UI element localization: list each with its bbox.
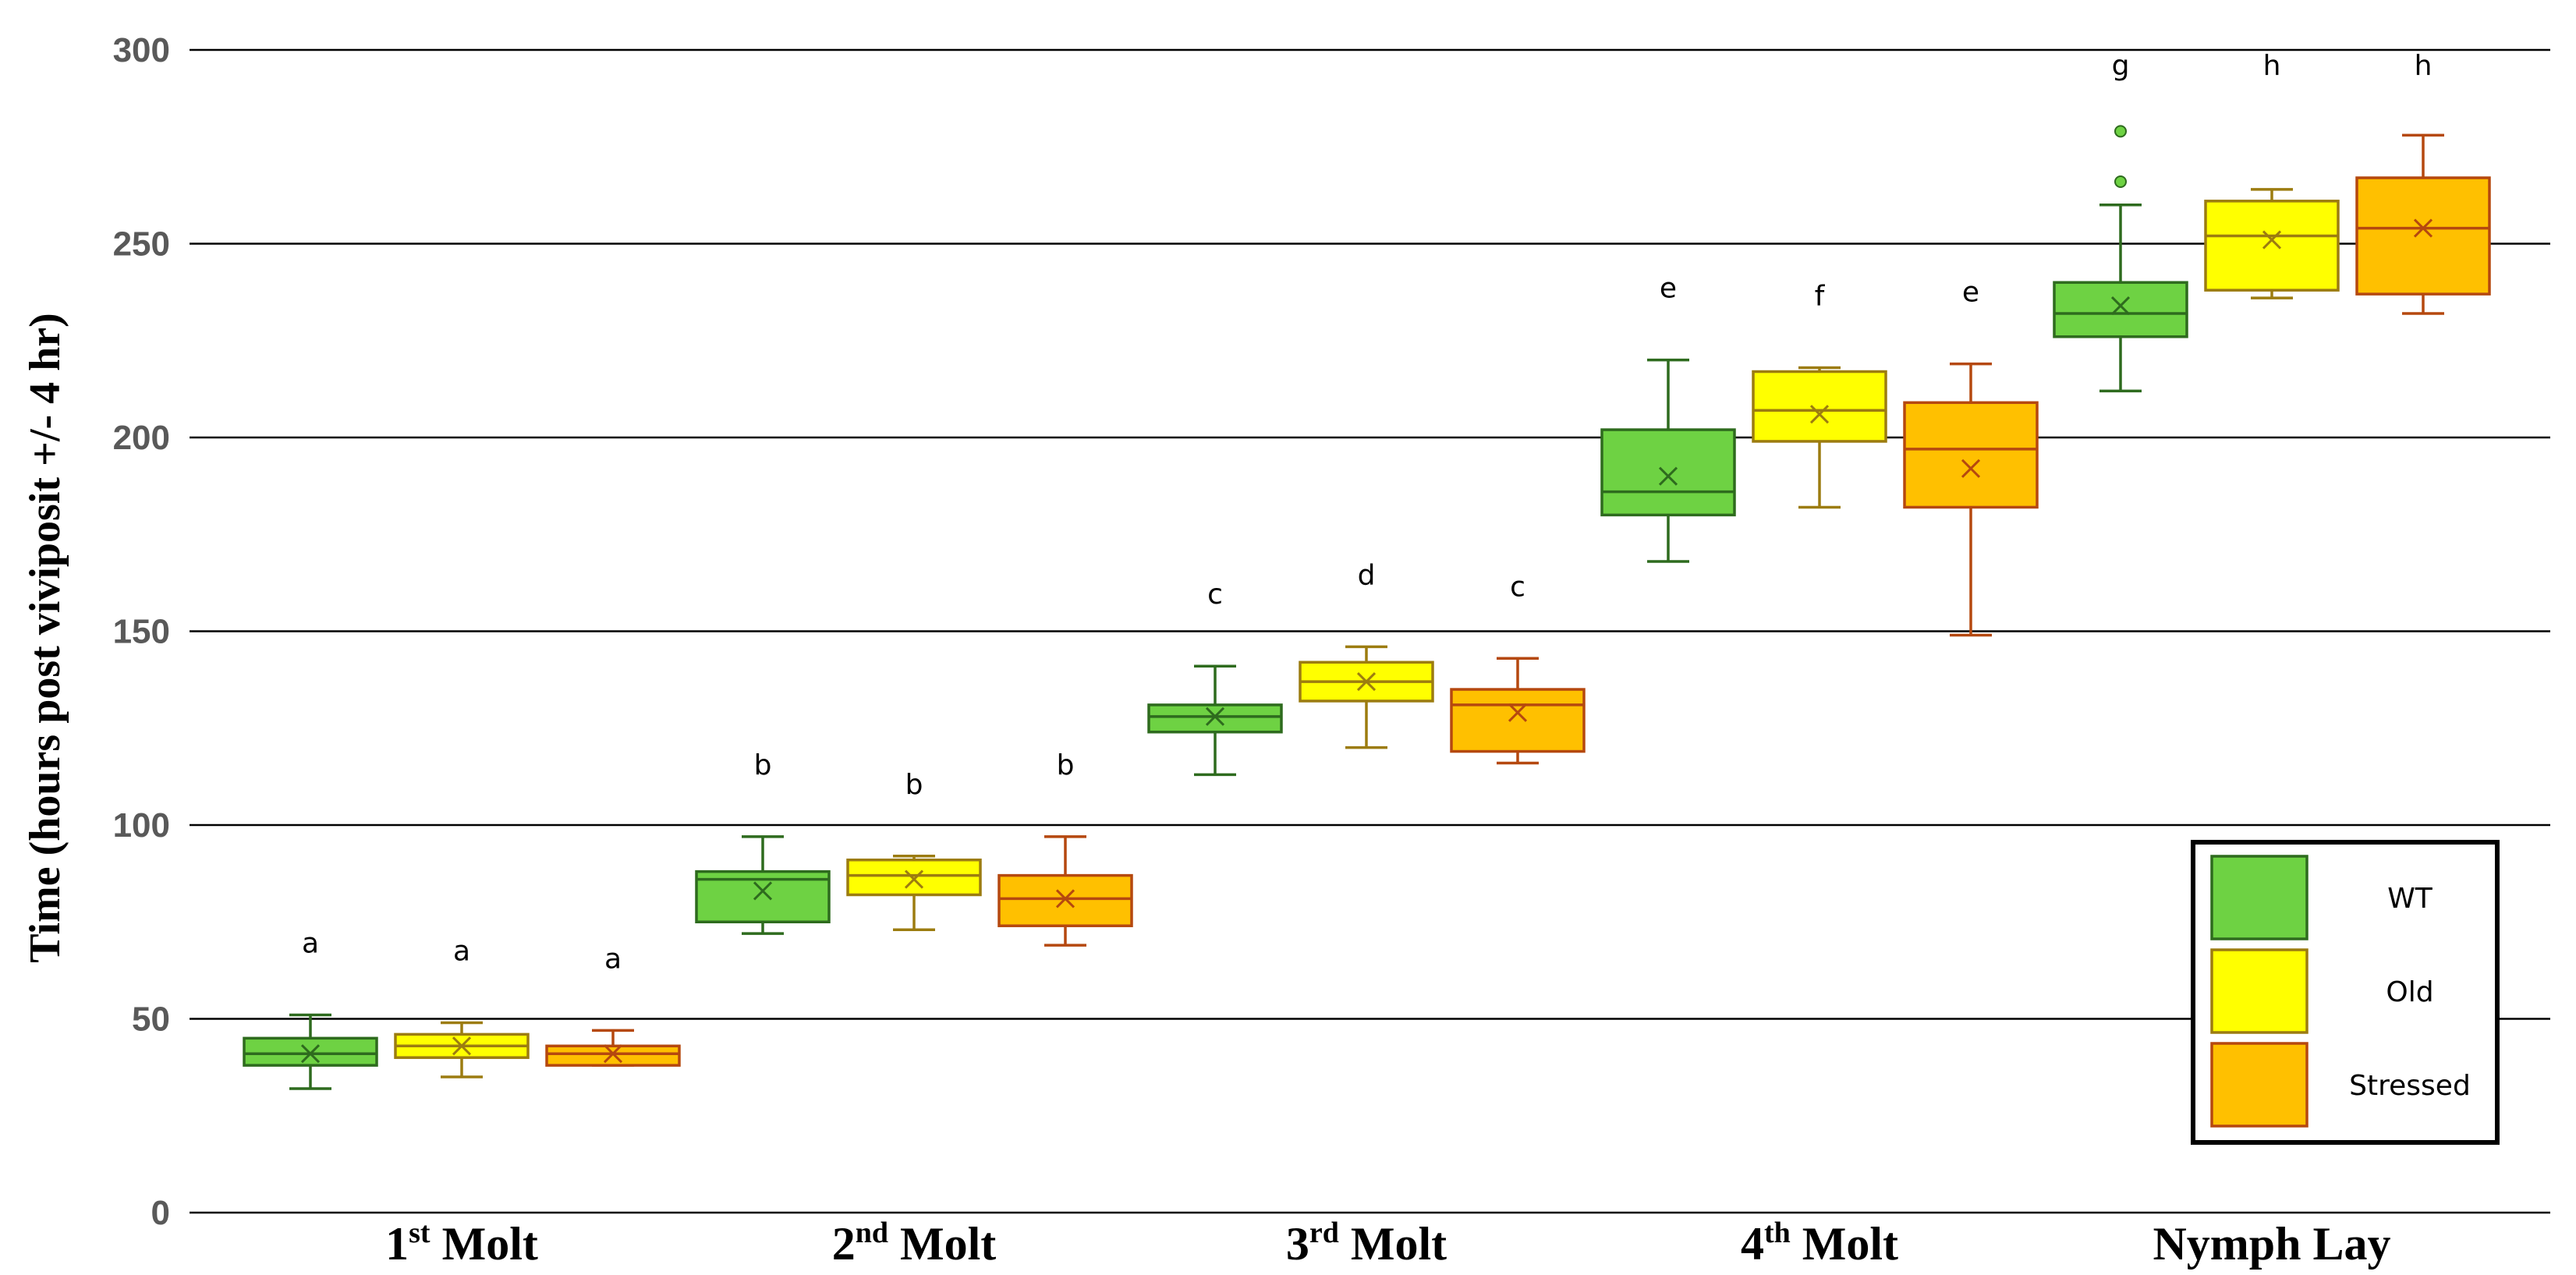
- significance-letter: e: [1962, 277, 1979, 309]
- y-tick-label: 50: [132, 1001, 170, 1039]
- legend-swatch-stressed: [2210, 1042, 2308, 1128]
- legend-label-stressed: Stressed: [2349, 1070, 2471, 1102]
- mean-marker: [1205, 707, 1225, 726]
- significance-letters: a b c e g a b d f h a b c e h: [302, 50, 2432, 975]
- significance-letter: e: [1660, 273, 1677, 305]
- gridlines: [190, 48, 2550, 1214]
- y-axis-ticks: 0 50 100 150 200 250 300: [113, 31, 170, 1232]
- x-category-label: 3rd Molt: [1286, 1217, 1447, 1270]
- x-category-label: 1st Molt: [385, 1217, 538, 1270]
- legend: WT Old Stressed: [2191, 840, 2500, 1145]
- legend-label-wt: WT: [2387, 883, 2433, 915]
- box-old-5: [2204, 188, 2340, 299]
- box-plots: [243, 125, 2491, 1090]
- x-category-label: 2nd Molt: [832, 1217, 997, 1270]
- mean-marker: [452, 1036, 472, 1056]
- mean-marker: [1961, 459, 1981, 478]
- box-stressed-1: [545, 1029, 681, 1067]
- box-wt-4: [1600, 358, 1736, 563]
- box-old-4: [1752, 366, 1887, 509]
- box-wt-3: [1147, 664, 1283, 777]
- mean-marker: [1809, 405, 1830, 424]
- outlier-point: [2114, 125, 2127, 138]
- significance-letter: a: [453, 935, 470, 967]
- box-iqr: [1147, 703, 1283, 734]
- legend-label-old: Old: [2386, 976, 2433, 1008]
- significance-letter: d: [1358, 559, 1376, 591]
- mean-marker: [1658, 466, 1678, 486]
- mean-marker: [603, 1044, 623, 1064]
- x-category-label: 4th Molt: [1741, 1217, 1898, 1270]
- box-stressed-4: [1903, 362, 2039, 637]
- y-tick-label: 250: [113, 225, 170, 264]
- significance-letter: b: [905, 769, 923, 801]
- box-old-3: [1299, 645, 1434, 749]
- box-iqr: [545, 1044, 681, 1067]
- box-iqr: [846, 858, 982, 897]
- significance-letter: c: [1207, 579, 1223, 611]
- significance-letter: f: [1815, 281, 1826, 313]
- box-wt-5: [2053, 125, 2188, 393]
- box-iqr: [2204, 200, 2340, 292]
- mean-marker: [1508, 703, 1528, 722]
- significance-letter: c: [1510, 571, 1525, 603]
- box-iqr: [1450, 688, 1586, 753]
- significance-letter: b: [1057, 749, 1075, 781]
- box-old-1: [394, 1021, 530, 1078]
- box-iqr: [2053, 281, 2188, 338]
- mean-marker: [2262, 230, 2282, 250]
- box-iqr: [1600, 428, 1736, 517]
- significance-letter: g: [2112, 50, 2130, 82]
- legend-swatch-old: [2210, 948, 2308, 1034]
- significance-letter: a: [604, 943, 622, 975]
- mean-marker: [1055, 889, 1075, 908]
- y-tick-label: 0: [151, 1194, 170, 1232]
- y-tick-label: 100: [113, 806, 170, 845]
- box-stressed-3: [1450, 657, 1586, 765]
- box-iqr: [243, 1036, 378, 1067]
- box-iqr: [2355, 176, 2491, 296]
- significance-letter: b: [754, 749, 772, 781]
- mean-marker: [2413, 218, 2433, 238]
- mean-marker: [300, 1044, 321, 1064]
- box-old-2: [846, 855, 982, 931]
- y-tick-label: 200: [113, 419, 170, 457]
- box-iqr: [997, 873, 1133, 927]
- y-axis-label: Time (hours post viviposit +/- 4 hr): [21, 313, 69, 963]
- mean-marker: [1356, 672, 1377, 692]
- box-stressed-2: [997, 835, 1133, 947]
- x-axis-categories: 1st Molt 2nd Molt 3rd Molt 4th Molt Nymph La…: [385, 1217, 2390, 1270]
- box-iqr: [1903, 401, 2039, 509]
- significance-letter: h: [2415, 50, 2432, 82]
- significance-letter: h: [2263, 50, 2281, 82]
- box-stressed-5: [2355, 133, 2491, 315]
- box-wt-2: [695, 835, 831, 935]
- y-tick-label: 150: [113, 613, 170, 651]
- legend-swatch-wt: [2210, 855, 2308, 940]
- box-iqr: [1752, 370, 1887, 443]
- mean-marker: [2110, 296, 2131, 316]
- mean-marker: [753, 881, 773, 901]
- y-tick-label: 300: [113, 31, 170, 69]
- x-category-label: Nymph Lay: [2153, 1218, 2390, 1270]
- outlier-point: [2114, 175, 2127, 188]
- significance-letter: a: [302, 928, 319, 960]
- box-wt-1: [243, 1013, 378, 1090]
- mean-marker: [904, 869, 924, 889]
